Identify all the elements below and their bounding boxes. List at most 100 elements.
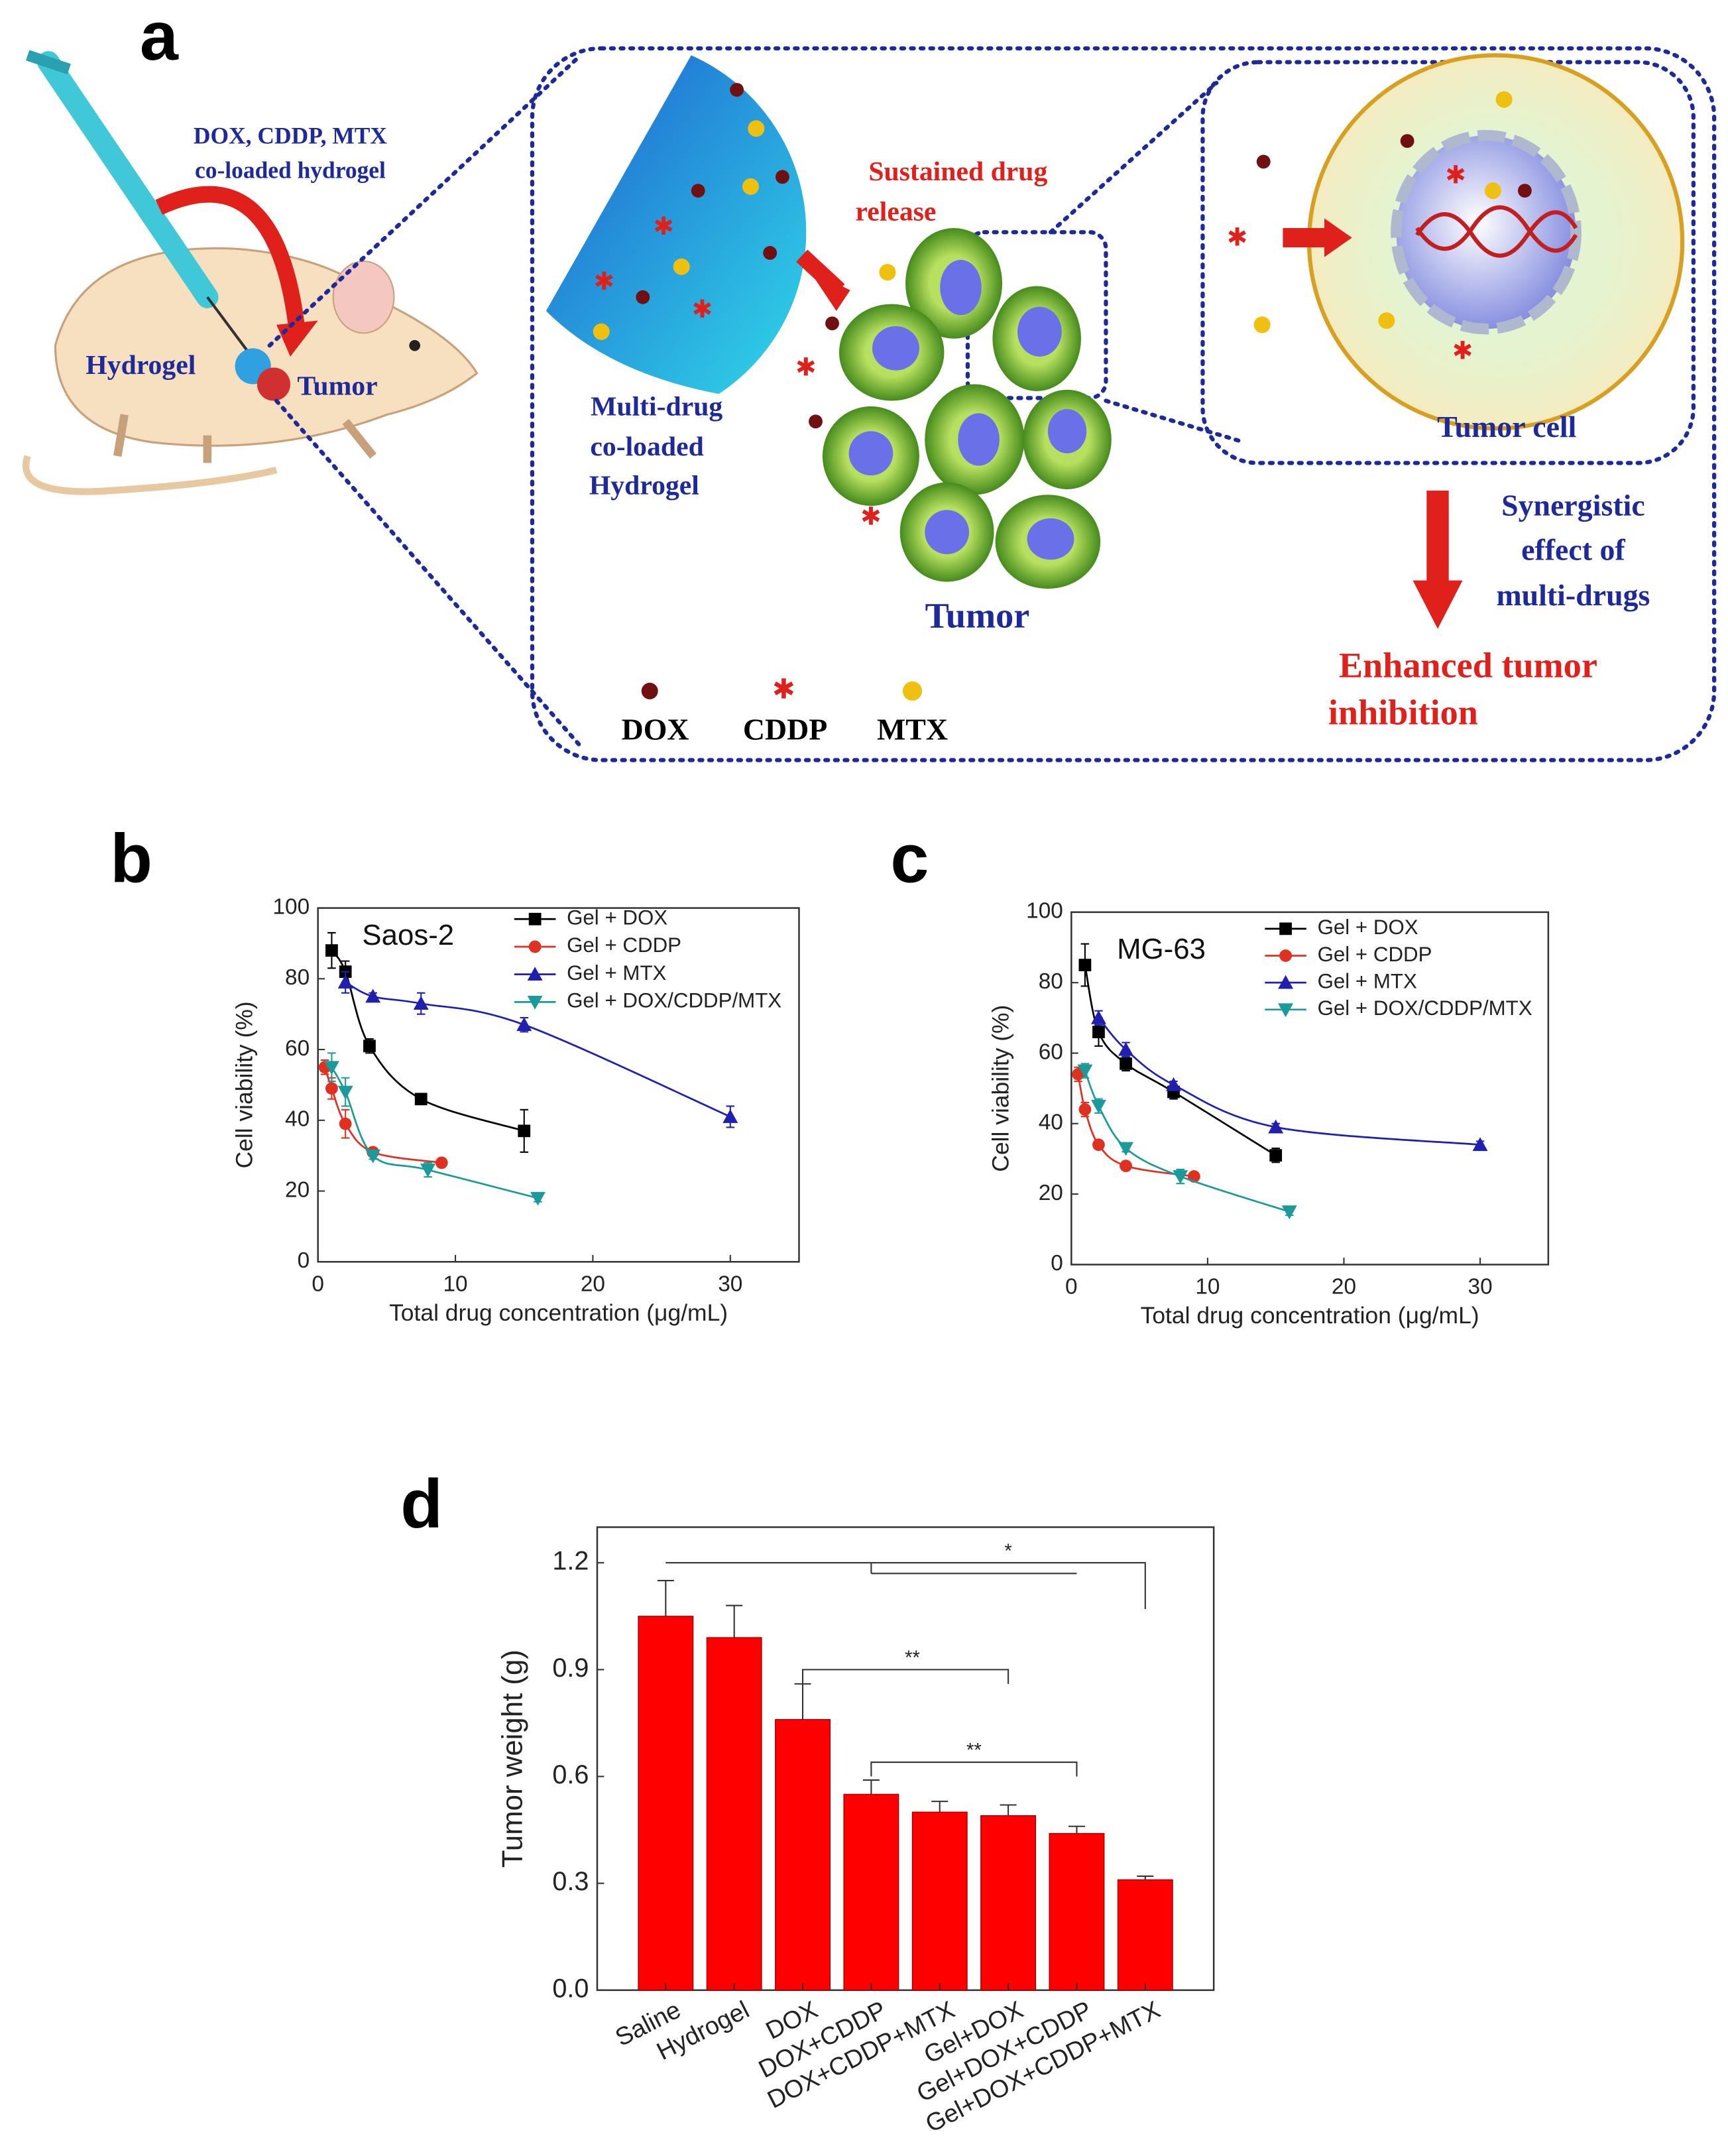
- tumor-site: [257, 367, 290, 401]
- gel-label: Multi-drug: [591, 392, 722, 422]
- synergy-label: effect of: [1521, 532, 1625, 566]
- svg-text:✱: ✱: [795, 353, 816, 381]
- legend-label: DOX: [622, 712, 689, 746]
- marker: [516, 1017, 532, 1032]
- significance-label: **: [905, 1647, 920, 1669]
- marker: [323, 1061, 339, 1075]
- marker: [1092, 1138, 1105, 1152]
- marker: [1166, 1077, 1181, 1091]
- panel-label: a: [140, 0, 179, 75]
- x-tick-label: 30: [1468, 1275, 1493, 1299]
- release-arrow: [796, 249, 845, 296]
- y-tick-label: 100: [1026, 899, 1063, 924]
- chart-title: Saos-2: [362, 919, 454, 951]
- y-tick-label: 40: [1039, 1110, 1063, 1135]
- legend-label: Gel + CDDP: [1318, 943, 1432, 966]
- svg-text:✱: ✱: [1227, 223, 1247, 251]
- y-tick-label: 0.3: [552, 1867, 589, 1896]
- marker: [365, 988, 381, 1003]
- marker: [1118, 1142, 1134, 1156]
- mouse-eye: [409, 339, 421, 351]
- effect-arrow: [1412, 580, 1463, 629]
- legend-label: Gel + DOX/CDDP/MTX: [567, 989, 781, 1012]
- gel-label: Hydrogel: [589, 470, 699, 501]
- svg-text:✱: ✱: [594, 267, 614, 295]
- y-tick-label: 80: [285, 965, 310, 990]
- marker: [1269, 1149, 1283, 1162]
- syringe: [37, 51, 219, 308]
- legend-label: Gel + MTX: [567, 961, 666, 985]
- bar: [1049, 1832, 1105, 1991]
- error-bar: [726, 1604, 743, 1638]
- significance-bracket: [870, 1762, 1078, 1777]
- x-tick-label: 10: [443, 1272, 467, 1297]
- marker: [530, 1191, 546, 1206]
- legend-marker: [528, 912, 542, 926]
- hydrogel: [546, 55, 807, 394]
- y-tick-label: 60: [285, 1036, 310, 1061]
- site-label: Tumor: [297, 371, 377, 401]
- y-tick-label: 0.6: [552, 1760, 589, 1789]
- svg-text:✱: ✱: [860, 503, 881, 530]
- svg-text:✱: ✱: [772, 673, 795, 704]
- svg-text:✱: ✱: [1445, 161, 1466, 189]
- marker: [435, 1156, 448, 1169]
- marker: [518, 1124, 531, 1138]
- y-tick-label: 0.0: [552, 1974, 589, 2003]
- y-tick-label: 1.2: [552, 1547, 589, 1576]
- error-bar: [794, 1683, 811, 1720]
- dna: [1415, 205, 1578, 258]
- legend-marker: [1278, 1003, 1294, 1018]
- legend-marker: [527, 995, 543, 1010]
- significance-label: **: [966, 1740, 982, 1762]
- marker: [325, 944, 338, 957]
- error-bar: [1137, 1875, 1154, 1880]
- marker: [1281, 1205, 1297, 1220]
- svg-text:✱: ✱: [692, 295, 713, 323]
- panel-a: a DOX, CDDP, MTX co-loaded hydrogel Hydr…: [22, 0, 1717, 762]
- significance-bracket: [801, 1669, 1009, 1684]
- marker: [365, 1149, 381, 1164]
- x-tick-label: 30: [718, 1272, 742, 1297]
- marker: [722, 1108, 738, 1123]
- release-label: release: [855, 197, 936, 227]
- marker: [1268, 1119, 1284, 1134]
- zoom-line: [274, 398, 583, 749]
- release-label: Sustained drug: [868, 156, 1047, 187]
- mouse-legs: [113, 414, 376, 463]
- marker: [1120, 1057, 1132, 1070]
- x-tick-label: 20: [581, 1272, 605, 1297]
- marker: [337, 1085, 353, 1100]
- marker: [339, 1117, 352, 1130]
- cell-frame: [1200, 60, 1696, 465]
- legend-label: Gel + DOX/CDDP/MTX: [1318, 996, 1532, 1020]
- site-label: Hydrogel: [86, 350, 196, 381]
- bar: [911, 1811, 968, 1991]
- legend-label: CDDP: [743, 712, 827, 746]
- significance-label: *: [1004, 1541, 1011, 1562]
- marker: [1120, 1160, 1132, 1172]
- tumor-cells: [822, 227, 1112, 589]
- plot-frame: [1070, 911, 1550, 1266]
- synergy-label: multi-drugs: [1496, 578, 1650, 612]
- marker: [420, 1164, 436, 1177]
- mouse-ear: [332, 260, 395, 334]
- legend-label: Gel + CDDP: [567, 933, 681, 957]
- error-bar: [1068, 1825, 1085, 1834]
- outcome-label: Enhanced tumor: [1339, 645, 1597, 685]
- fit-line: [331, 949, 525, 1132]
- marker: [1077, 1064, 1093, 1079]
- injection-label: DOX, CDDP, MTX: [194, 123, 388, 149]
- fit-line: [1084, 965, 1277, 1156]
- marker: [1472, 1137, 1488, 1152]
- legend-marker: [1278, 975, 1294, 989]
- bar: [706, 1637, 762, 1991]
- inject-arrow: [155, 186, 306, 333]
- zoom-line: [1104, 398, 1247, 445]
- y-tick-label: 40: [285, 1107, 310, 1132]
- y-axis-label: Cell viability (%): [231, 1001, 258, 1168]
- marker: [1118, 1042, 1134, 1056]
- error-bar: [862, 1779, 880, 1795]
